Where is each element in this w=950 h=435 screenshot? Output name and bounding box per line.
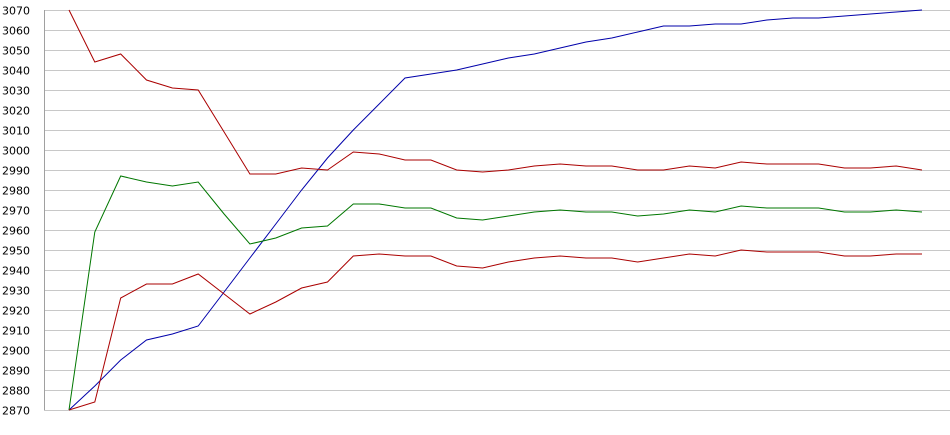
series-line-1 [68, 9, 923, 411]
y-tick-label: 2880 [2, 385, 30, 398]
y-tick-labels: 2870 2880 2890 2900 2910 2920 2930 2940 2950 2960… [2, 5, 30, 418]
y-tick-label: 2910 [2, 325, 30, 338]
y-tick-label: 2980 [2, 185, 30, 198]
gridlines [44, 10, 950, 411]
y-tick-label: 2930 [2, 285, 30, 298]
y-tick-label: 2900 [2, 345, 30, 358]
series-lines [68, 9, 923, 411]
y-tick-label: 2990 [2, 165, 30, 178]
series-line-2 [68, 9, 923, 175]
series-line-3 [68, 175, 923, 411]
series-line-4 [68, 249, 922, 411]
y-tick-label: 2960 [2, 225, 30, 238]
y-tick-label: 2940 [2, 265, 30, 278]
y-tick-label: 3020 [2, 105, 30, 118]
y-tick-label: 3060 [2, 25, 30, 38]
y-tick-label: 3030 [2, 85, 30, 98]
y-tick-label: 3010 [2, 125, 30, 138]
y-tick-label: 3040 [2, 65, 30, 78]
y-tick-label: 2920 [2, 305, 30, 318]
y-tick-label: 2970 [2, 205, 30, 218]
y-tick-label: 2950 [2, 245, 30, 258]
y-tick-label: 3050 [2, 45, 30, 58]
y-tick-label: 3000 [2, 145, 30, 158]
y-tick-label: 2890 [2, 365, 30, 378]
y-tick-label: 3070 [2, 5, 30, 18]
y-tick-label: 2870 [2, 405, 30, 418]
